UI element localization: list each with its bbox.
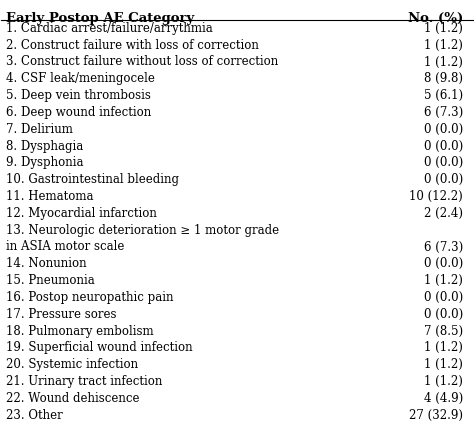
Text: 8 (9.8): 8 (9.8): [424, 73, 463, 85]
Text: 6 (7.3): 6 (7.3): [424, 241, 463, 254]
Text: 10 (12.2): 10 (12.2): [410, 190, 463, 203]
Text: 27 (32.9): 27 (32.9): [409, 409, 463, 422]
Text: 3. Construct failure without loss of correction: 3. Construct failure without loss of cor…: [6, 55, 278, 69]
Text: 0 (0.0): 0 (0.0): [424, 139, 463, 153]
Text: No. (%): No. (%): [408, 12, 463, 25]
Text: 9. Dysphonia: 9. Dysphonia: [6, 157, 83, 169]
Text: 6 (7.3): 6 (7.3): [424, 106, 463, 119]
Text: 0 (0.0): 0 (0.0): [424, 173, 463, 186]
Text: 4 (4.9): 4 (4.9): [424, 392, 463, 405]
Text: 0 (0.0): 0 (0.0): [424, 157, 463, 169]
Text: 2. Construct failure with loss of correction: 2. Construct failure with loss of correc…: [6, 39, 259, 51]
Text: 4. CSF leak/meningocele: 4. CSF leak/meningocele: [6, 73, 155, 85]
Text: 22. Wound dehiscence: 22. Wound dehiscence: [6, 392, 140, 405]
Text: 1. Cardiac arrest/failure/arrythmia: 1. Cardiac arrest/failure/arrythmia: [6, 22, 213, 35]
Text: 21. Urinary tract infection: 21. Urinary tract infection: [6, 375, 163, 388]
Text: 12. Myocardial infarction: 12. Myocardial infarction: [6, 207, 157, 220]
Text: 0 (0.0): 0 (0.0): [424, 123, 463, 136]
Text: 17. Pressure sores: 17. Pressure sores: [6, 308, 117, 321]
Text: 7. Delirium: 7. Delirium: [6, 123, 73, 136]
Text: in ASIA motor scale: in ASIA motor scale: [6, 241, 125, 254]
Text: 5 (6.1): 5 (6.1): [424, 89, 463, 102]
Text: 1 (1.2): 1 (1.2): [424, 22, 463, 35]
Text: 10. Gastrointestinal bleeding: 10. Gastrointestinal bleeding: [6, 173, 179, 186]
Text: 20. Systemic infection: 20. Systemic infection: [6, 358, 138, 371]
Text: 1 (1.2): 1 (1.2): [424, 358, 463, 371]
Text: 7 (8.5): 7 (8.5): [424, 325, 463, 338]
Text: 23. Other: 23. Other: [6, 409, 63, 422]
Text: 2 (2.4): 2 (2.4): [424, 207, 463, 220]
Text: 8. Dysphagia: 8. Dysphagia: [6, 139, 83, 153]
Text: Early Postop AE Category: Early Postop AE Category: [6, 12, 194, 25]
Text: 16. Postop neuropathic pain: 16. Postop neuropathic pain: [6, 291, 173, 304]
Text: 6. Deep wound infection: 6. Deep wound infection: [6, 106, 151, 119]
Text: 19. Superficial wound infection: 19. Superficial wound infection: [6, 341, 193, 354]
Text: 1 (1.2): 1 (1.2): [424, 55, 463, 69]
Text: 1 (1.2): 1 (1.2): [424, 39, 463, 51]
Text: 13. Neurologic deterioration ≥ 1 motor grade: 13. Neurologic deterioration ≥ 1 motor g…: [6, 224, 279, 237]
Text: 11. Hematoma: 11. Hematoma: [6, 190, 93, 203]
Text: 5. Deep vein thrombosis: 5. Deep vein thrombosis: [6, 89, 151, 102]
Text: 1 (1.2): 1 (1.2): [424, 375, 463, 388]
Text: 1 (1.2): 1 (1.2): [424, 341, 463, 354]
Text: 15. Pneumonia: 15. Pneumonia: [6, 274, 95, 287]
Text: 18. Pulmonary embolism: 18. Pulmonary embolism: [6, 325, 154, 338]
Text: 0 (0.0): 0 (0.0): [424, 291, 463, 304]
Text: 0 (0.0): 0 (0.0): [424, 308, 463, 321]
Text: 14. Nonunion: 14. Nonunion: [6, 257, 87, 270]
Text: 0 (0.0): 0 (0.0): [424, 257, 463, 270]
Text: 1 (1.2): 1 (1.2): [424, 274, 463, 287]
